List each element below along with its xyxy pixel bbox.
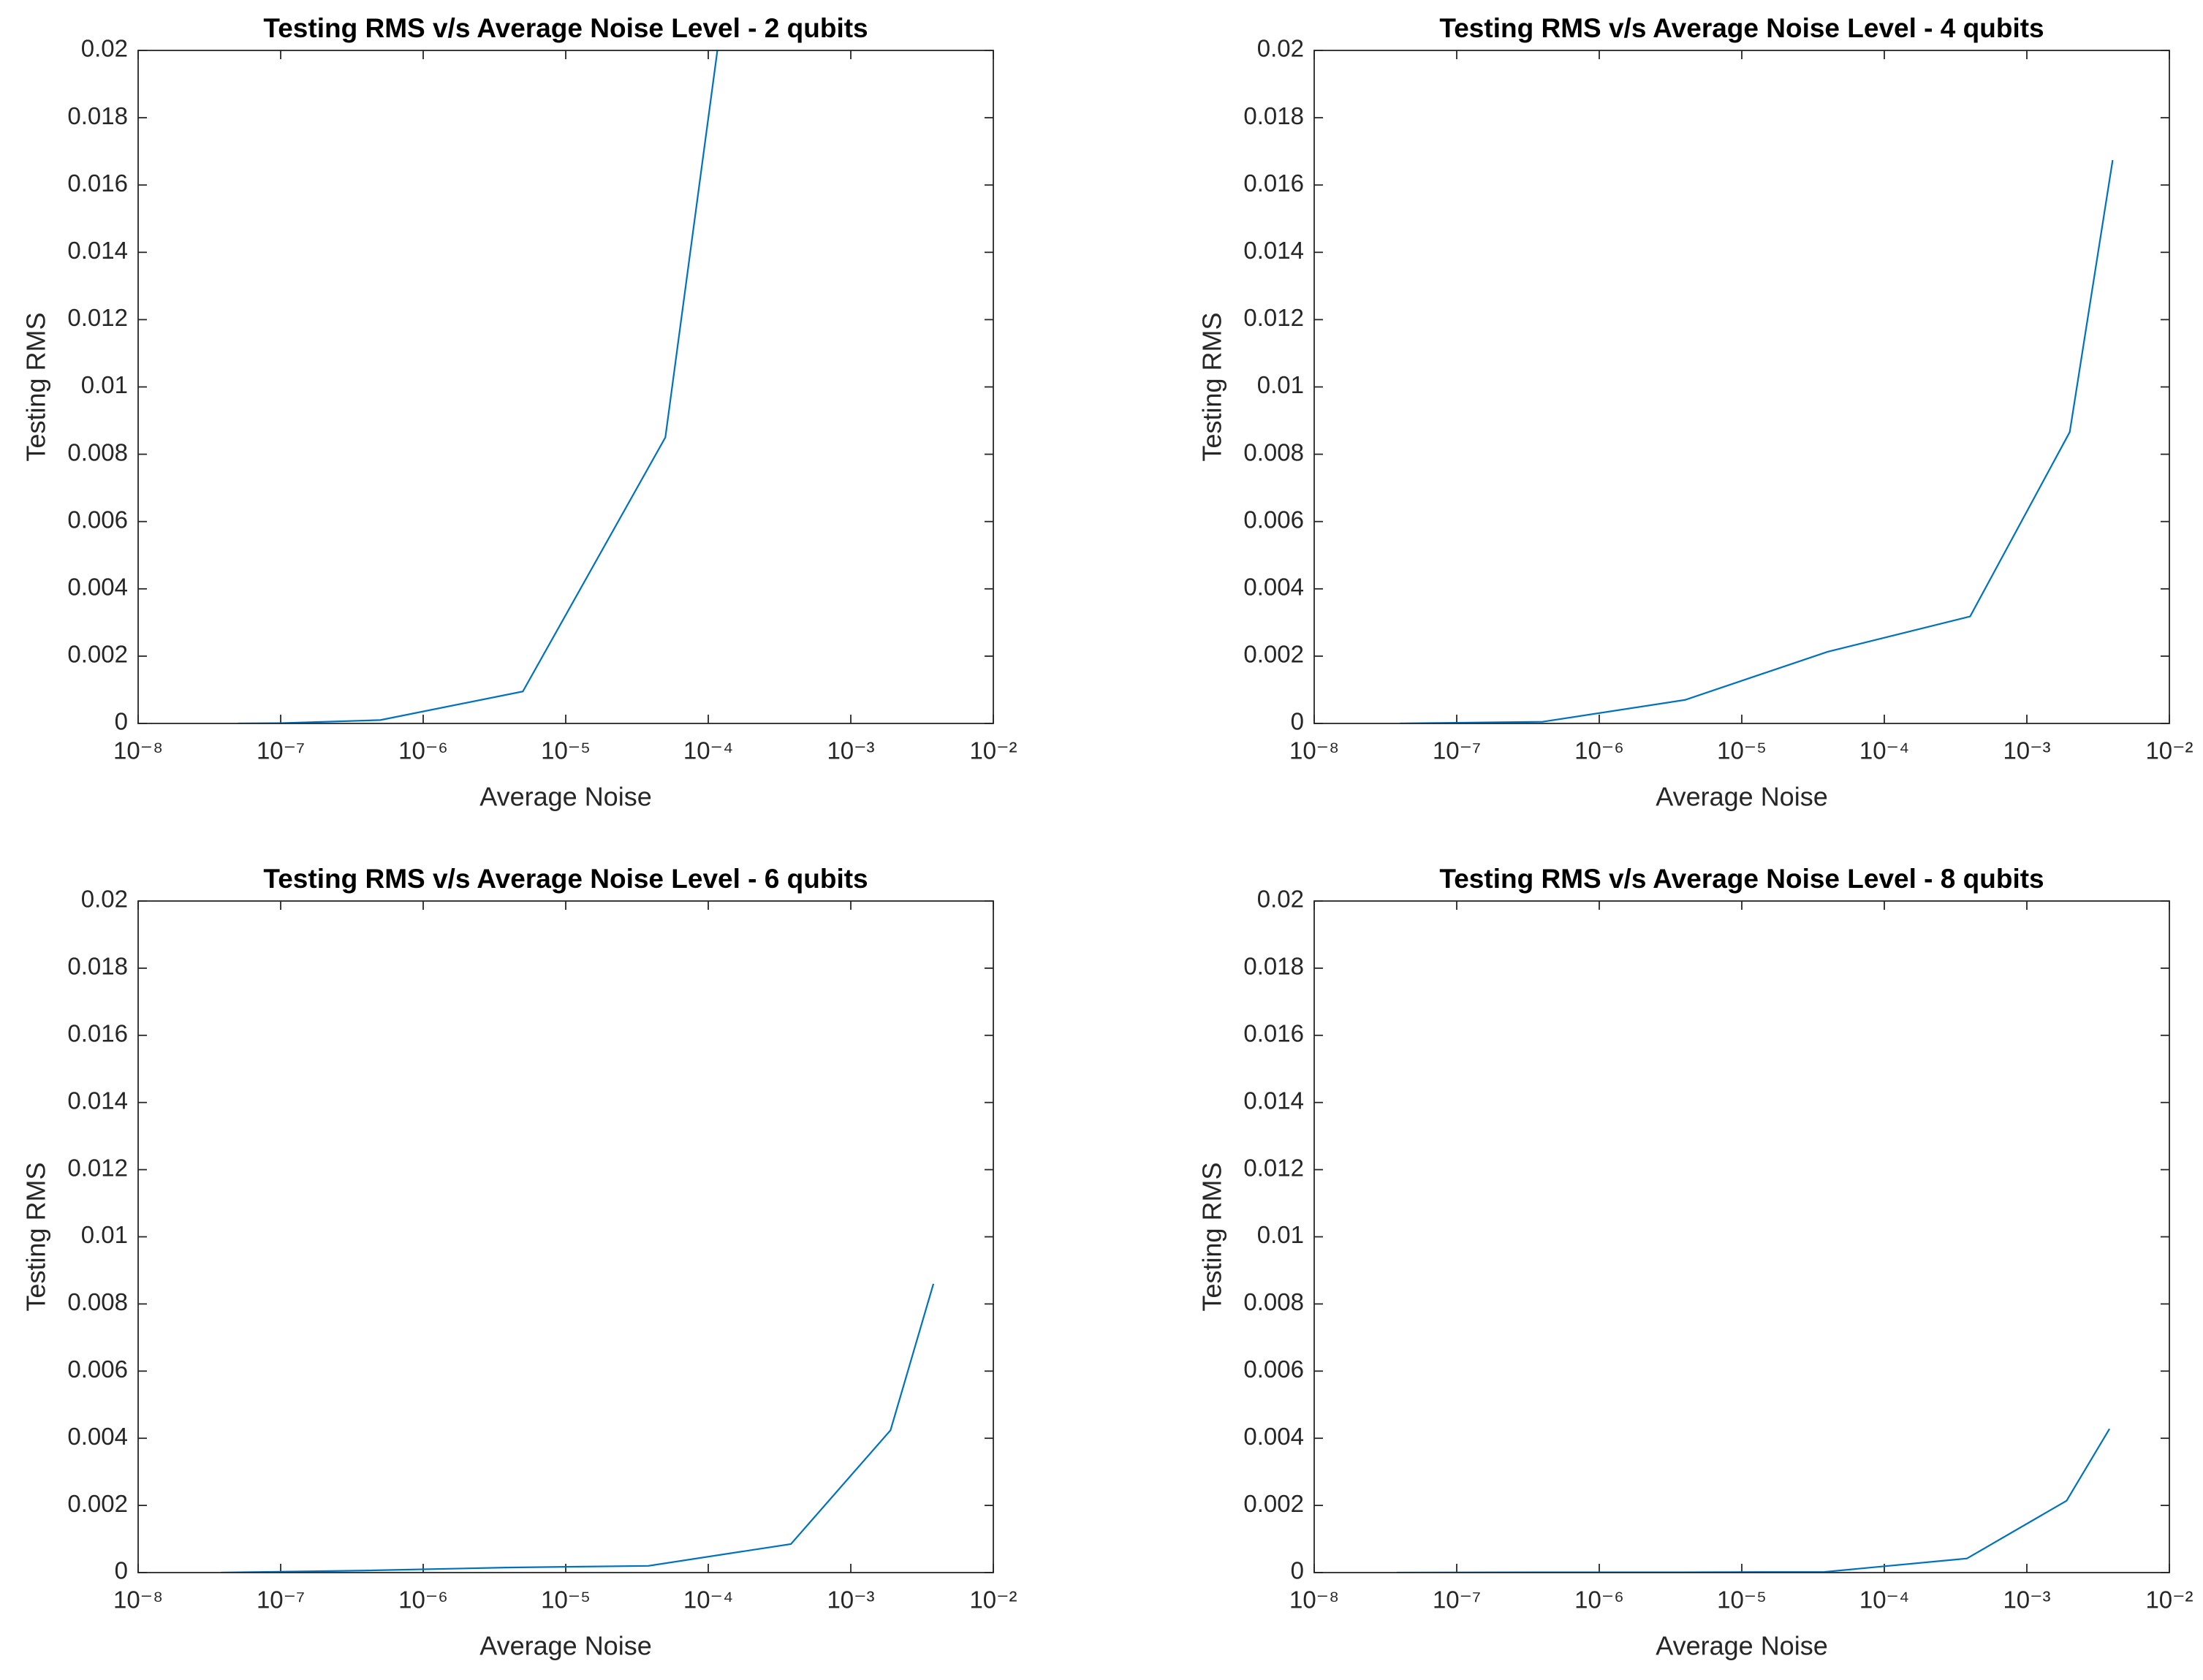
y-tick-label: 0.02 (81, 35, 128, 62)
x-tick-label: 10⁻⁵ (1717, 1586, 1767, 1614)
y-tick-label: 0.006 (67, 1356, 128, 1383)
y-tick-label: 0.016 (67, 170, 128, 197)
y-tick-label: 0.012 (1243, 1154, 1304, 1181)
y-tick-label: 0.012 (1243, 304, 1304, 331)
y-tick-label: 0.018 (1243, 953, 1304, 980)
x-tick-label: 10⁻⁵ (1717, 737, 1767, 764)
plot-area (138, 50, 993, 723)
y-tick-label: 0.014 (1243, 1087, 1304, 1114)
axes-box (137, 50, 994, 724)
plot-area (138, 901, 993, 1573)
x-tick-label: 10⁻⁴ (1859, 1586, 1909, 1614)
x-tick-label: 10⁻⁴ (683, 737, 733, 764)
x-tick-label: 10⁻⁸ (1289, 737, 1339, 764)
chart-title: Testing RMS v/s Average Noise Level - 6 … (263, 864, 868, 894)
x-tick-label: 10⁻⁷ (257, 737, 305, 764)
y-tick-label: 0.004 (1243, 1423, 1304, 1450)
x-tick-label: 10⁻² (2145, 737, 2193, 764)
y-tick-label: 0.02 (1257, 35, 1304, 62)
plot-area (1314, 50, 2169, 723)
axes-box (137, 900, 994, 1573)
y-axis-label: Testing RMS (1197, 312, 1227, 461)
y-tick-label: 0.008 (1243, 1288, 1304, 1315)
plot-area (1314, 901, 2169, 1573)
y-tick-label: 0.006 (1243, 506, 1304, 533)
chart-title: Testing RMS v/s Average Noise Level - 4 … (1439, 13, 2044, 43)
x-tick-label: 10⁻⁶ (398, 737, 448, 764)
x-tick-label: 10⁻⁴ (683, 1586, 733, 1614)
chart-title: Testing RMS v/s Average Noise Level - 8 … (1439, 864, 2044, 894)
x-tick-label: 10⁻⁶ (1574, 737, 1624, 764)
x-tick-label: 10⁻³ (827, 737, 874, 764)
y-tick-label: 0.008 (1243, 438, 1304, 465)
subplot: 0 0.002 0.004 0.006 0.008 0.01 0.012 0.014 0.016… (1197, 13, 2193, 812)
y-tick-label: 0.004 (1243, 574, 1304, 601)
y-tick-label: 0.018 (67, 953, 128, 980)
y-tick-label: 0.004 (67, 574, 128, 601)
y-tick-label: 0.002 (67, 1490, 128, 1517)
y-tick-label: 0.01 (1257, 371, 1304, 398)
chart-title: Testing RMS v/s Average Noise Level - 2 … (263, 13, 868, 43)
y-tick-label: 0.01 (81, 1221, 128, 1248)
y-tick-label: 0.016 (1243, 170, 1304, 197)
y-tick-label: 0.018 (67, 102, 128, 129)
y-tick-label: 0.004 (67, 1423, 128, 1450)
y-tick-label: 0.002 (1243, 1490, 1304, 1517)
x-axis-label: Average Noise (479, 1631, 651, 1661)
y-axis-label: Testing RMS (21, 312, 51, 461)
y-tick-label: 0.012 (67, 1154, 128, 1181)
subplot: 0 0.002 0.004 0.006 0.008 0.01 0.012 0.014 0.016… (1197, 864, 2193, 1661)
x-tick-label: 10⁻⁶ (398, 1586, 448, 1614)
y-tick-label: 0.008 (67, 438, 128, 465)
y-tick-label: 0.002 (67, 641, 128, 668)
x-tick-label: 10⁻² (969, 1586, 1017, 1614)
y-tick-label: 0.01 (1257, 1221, 1304, 1248)
y-tick-label: 0.018 (1243, 102, 1304, 129)
y-tick-label: 0 (1291, 1557, 1304, 1584)
x-axis-label: Average Noise (479, 782, 651, 812)
axes-box (1313, 900, 2170, 1573)
y-axis-label: Testing RMS (21, 1162, 51, 1311)
x-tick-label: 10⁻³ (827, 1586, 874, 1614)
x-tick-label: 10⁻³ (2003, 737, 2050, 764)
x-tick-label: 10⁻⁷ (1433, 737, 1481, 764)
y-tick-label: 0.016 (1243, 1020, 1304, 1047)
x-tick-label: 10⁻⁵ (541, 737, 591, 764)
y-tick-label: 0.014 (1243, 237, 1304, 264)
y-tick-label: 0.014 (67, 237, 128, 264)
data-line (221, 1283, 935, 1573)
subplot: 0 0.002 0.004 0.006 0.008 0.01 0.012 0.014 0.016… (21, 13, 1017, 812)
y-axis-label: Testing RMS (1197, 1162, 1227, 1311)
y-tick-label: 0 (1291, 708, 1304, 735)
y-tick-label: 0.006 (1243, 1356, 1304, 1383)
x-tick-label: 10⁻⁸ (1289, 1586, 1339, 1614)
x-tick-label: 10⁻⁴ (1859, 737, 1909, 764)
y-tick-label: 0.008 (67, 1288, 128, 1315)
x-tick-label: 10⁻² (969, 737, 1017, 764)
y-tick-label: 0.014 (67, 1087, 128, 1114)
y-tick-label: 0.002 (1243, 641, 1304, 668)
y-tick-label: 0.02 (1257, 886, 1304, 913)
x-tick-label: 10⁻² (2145, 1586, 2193, 1614)
x-axis-label: Average Noise (1656, 782, 1827, 812)
axes-box (1313, 50, 2170, 724)
x-tick-label: 10⁻⁷ (257, 1586, 305, 1614)
y-tick-label: 0.006 (67, 506, 128, 533)
x-tick-label: 10⁻⁵ (541, 1586, 591, 1614)
y-tick-label: 0 (115, 708, 128, 735)
subplot: 0 0.002 0.004 0.006 0.008 0.01 0.012 0.014 0.016… (21, 864, 1017, 1661)
x-tick-label: 10⁻⁸ (113, 1586, 163, 1614)
x-tick-label: 10⁻⁸ (113, 737, 163, 764)
data-line (1400, 159, 2114, 723)
y-tick-label: 0.01 (81, 371, 128, 398)
x-tick-label: 10⁻³ (2003, 1586, 2050, 1614)
x-tick-label: 10⁻⁶ (1574, 1586, 1624, 1614)
y-tick-label: 0.012 (67, 304, 128, 331)
x-tick-label: 10⁻⁷ (1433, 1586, 1481, 1614)
y-tick-label: 0.02 (81, 886, 128, 913)
x-axis-label: Average Noise (1656, 1631, 1827, 1661)
y-tick-label: 0 (115, 1557, 128, 1584)
y-tick-label: 0.016 (67, 1020, 128, 1047)
